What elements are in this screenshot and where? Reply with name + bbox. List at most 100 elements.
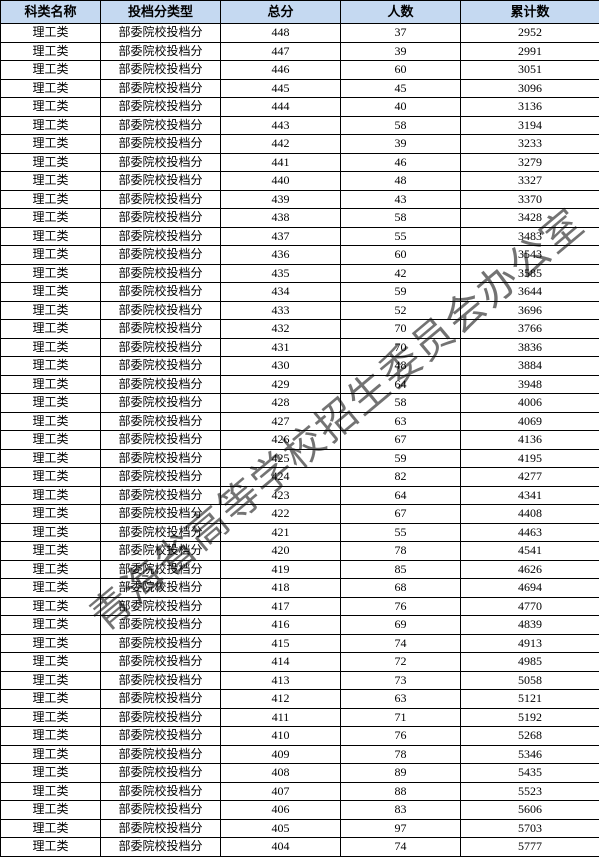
cell-category: 理工类	[1, 523, 101, 542]
cell-score: 427	[221, 412, 341, 431]
cell-count: 55	[341, 523, 461, 542]
cell-type: 部委院校投档分	[101, 653, 221, 672]
cell-cumulative: 4069	[461, 412, 599, 431]
cell-type: 部委院校投档分	[101, 801, 221, 820]
cell-type: 部委院校投档分	[101, 764, 221, 783]
table-row: 理工类部委院校投档分437553483	[1, 227, 599, 246]
cell-cumulative: 5523	[461, 782, 599, 801]
cell-type: 部委院校投档分	[101, 283, 221, 302]
cell-category: 理工类	[1, 227, 101, 246]
cell-type: 部委院校投档分	[101, 745, 221, 764]
cell-category: 理工类	[1, 246, 101, 265]
cell-type: 部委院校投档分	[101, 523, 221, 542]
col-header-score: 总分	[221, 1, 341, 24]
cell-type: 部委院校投档分	[101, 542, 221, 561]
cell-count: 46	[341, 153, 461, 172]
cell-category: 理工类	[1, 172, 101, 191]
table-row: 理工类部委院校投档分406835606	[1, 801, 599, 820]
cell-count: 78	[341, 542, 461, 561]
cell-cumulative: 5121	[461, 690, 599, 709]
cell-cumulative: 3051	[461, 61, 599, 80]
table-row: 理工类部委院校投档分438583428	[1, 209, 599, 228]
cell-score: 408	[221, 764, 341, 783]
cell-category: 理工类	[1, 727, 101, 746]
cell-category: 理工类	[1, 505, 101, 524]
table-container: 青海省高等学校招生委员会办公室 科类名称 投档分类型 总分 人数 累计数 理工类…	[0, 0, 599, 857]
cell-count: 73	[341, 671, 461, 690]
cell-count: 76	[341, 727, 461, 746]
cell-type: 部委院校投档分	[101, 449, 221, 468]
cell-score: 407	[221, 782, 341, 801]
cell-count: 60	[341, 246, 461, 265]
cell-cumulative: 5192	[461, 708, 599, 727]
cell-category: 理工类	[1, 690, 101, 709]
cell-type: 部委院校投档分	[101, 61, 221, 80]
cell-cumulative: 3884	[461, 357, 599, 376]
cell-score: 424	[221, 468, 341, 487]
table-row: 理工类部委院校投档分421554463	[1, 523, 599, 542]
cell-type: 部委院校投档分	[101, 375, 221, 394]
cell-count: 74	[341, 838, 461, 857]
cell-type: 部委院校投档分	[101, 116, 221, 135]
table-row: 理工类部委院校投档分426674136	[1, 431, 599, 450]
cell-type: 部委院校投档分	[101, 782, 221, 801]
cell-type: 部委院校投档分	[101, 579, 221, 598]
cell-category: 理工类	[1, 653, 101, 672]
cell-category: 理工类	[1, 394, 101, 413]
cell-category: 理工类	[1, 782, 101, 801]
cell-score: 448	[221, 24, 341, 43]
cell-type: 部委院校投档分	[101, 338, 221, 357]
cell-type: 部委院校投档分	[101, 560, 221, 579]
cell-category: 理工类	[1, 671, 101, 690]
table-row: 理工类部委院校投档分448372952	[1, 24, 599, 43]
cell-count: 39	[341, 42, 461, 61]
cell-type: 部委院校投档分	[101, 357, 221, 376]
table-row: 理工类部委院校投档分420784541	[1, 542, 599, 561]
table-row: 理工类部委院校投档分427634069	[1, 412, 599, 431]
cell-score: 409	[221, 745, 341, 764]
cell-type: 部委院校投档分	[101, 42, 221, 61]
cell-type: 部委院校投档分	[101, 597, 221, 616]
cell-cumulative: 3096	[461, 79, 599, 98]
table-row: 理工类部委院校投档分428584006	[1, 394, 599, 413]
table-row: 理工类部委院校投档分432703766	[1, 320, 599, 339]
cell-score: 418	[221, 579, 341, 598]
cell-score: 422	[221, 505, 341, 524]
table-row: 理工类部委院校投档分422674408	[1, 505, 599, 524]
cell-cumulative: 4408	[461, 505, 599, 524]
cell-category: 理工类	[1, 801, 101, 820]
cell-count: 78	[341, 745, 461, 764]
cell-count: 40	[341, 98, 461, 117]
cell-category: 理工类	[1, 542, 101, 561]
table-row: 理工类部委院校投档分410765268	[1, 727, 599, 746]
cell-count: 69	[341, 616, 461, 635]
cell-score: 423	[221, 486, 341, 505]
cell-cumulative: 4839	[461, 616, 599, 635]
cell-type: 部委院校投档分	[101, 98, 221, 117]
cell-count: 70	[341, 320, 461, 339]
cell-type: 部委院校投档分	[101, 431, 221, 450]
cell-cumulative: 3948	[461, 375, 599, 394]
cell-cumulative: 3766	[461, 320, 599, 339]
cell-type: 部委院校投档分	[101, 246, 221, 265]
cell-type: 部委院校投档分	[101, 505, 221, 524]
cell-cumulative: 5346	[461, 745, 599, 764]
table-row: 理工类部委院校投档分425594195	[1, 449, 599, 468]
cell-cumulative: 4541	[461, 542, 599, 561]
cell-count: 48	[341, 357, 461, 376]
cell-cumulative: 5268	[461, 727, 599, 746]
cell-category: 理工类	[1, 320, 101, 339]
table-row: 理工类部委院校投档分435423585	[1, 264, 599, 283]
table-header-row: 科类名称 投档分类型 总分 人数 累计数	[1, 1, 599, 24]
cell-cumulative: 4006	[461, 394, 599, 413]
cell-category: 理工类	[1, 375, 101, 394]
table-row: 理工类部委院校投档分442393233	[1, 135, 599, 154]
cell-count: 59	[341, 283, 461, 302]
cell-type: 部委院校投档分	[101, 819, 221, 838]
cell-category: 理工类	[1, 819, 101, 838]
cell-cumulative: 3233	[461, 135, 599, 154]
cell-score: 444	[221, 98, 341, 117]
cell-cumulative: 3279	[461, 153, 599, 172]
cell-score: 414	[221, 653, 341, 672]
cell-category: 理工类	[1, 468, 101, 487]
